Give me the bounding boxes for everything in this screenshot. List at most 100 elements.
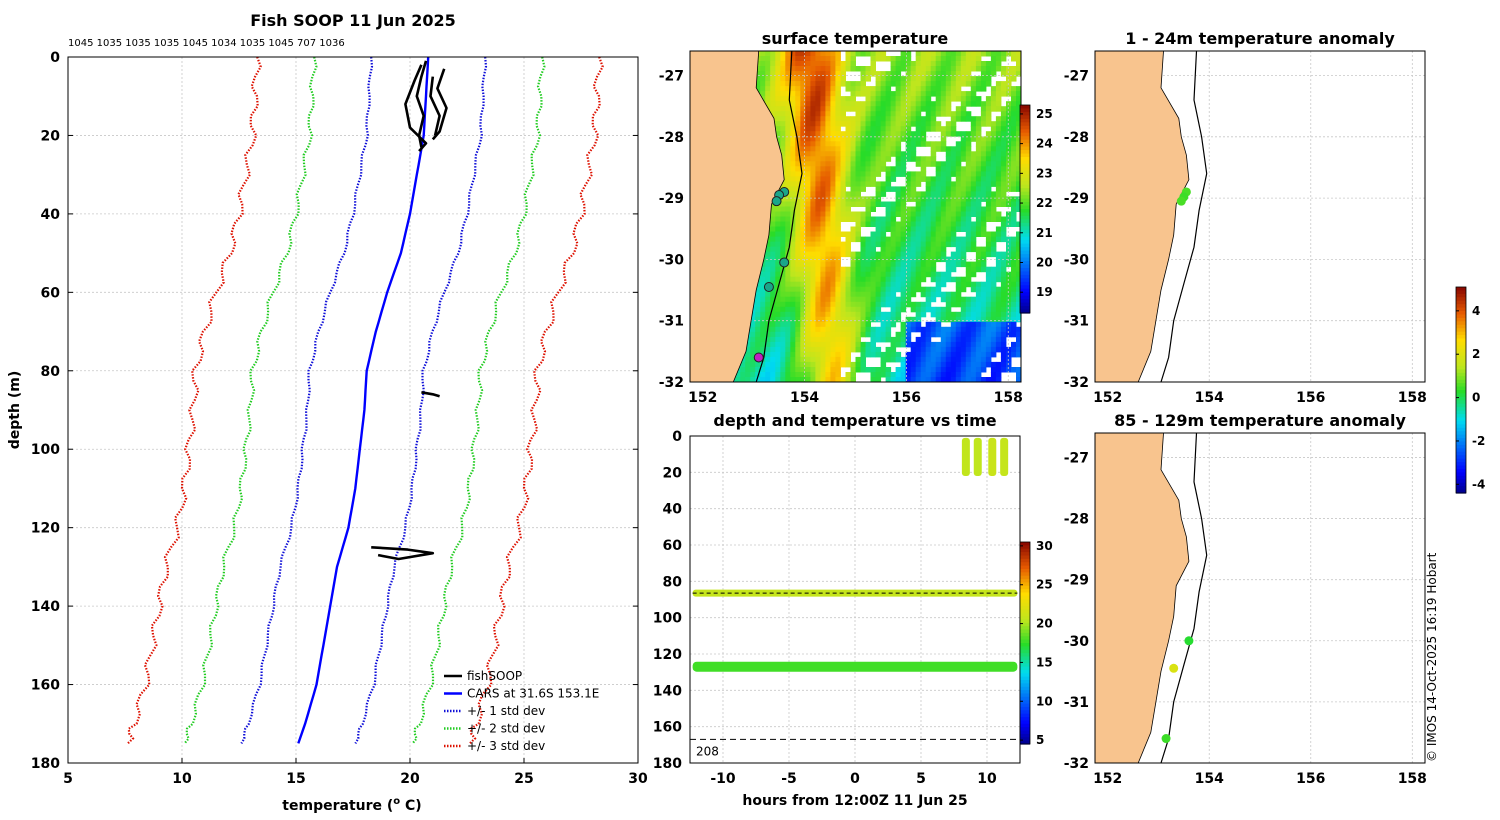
sst-cell bbox=[915, 326, 922, 333]
sst-cell bbox=[805, 86, 811, 92]
sst-cell bbox=[920, 206, 927, 212]
sst-cell bbox=[940, 231, 947, 237]
sst-cell bbox=[950, 221, 957, 227]
sst-cell bbox=[935, 106, 942, 112]
sst-cell bbox=[835, 121, 841, 127]
sst-cell bbox=[785, 246, 791, 253]
sst-cell bbox=[810, 111, 816, 117]
sst-cell bbox=[900, 367, 907, 373]
sst-cell bbox=[850, 301, 856, 308]
sst-cell bbox=[960, 56, 967, 62]
sst-cell bbox=[875, 266, 882, 273]
sst-cell bbox=[850, 331, 856, 338]
sst-cell bbox=[890, 56, 897, 62]
sst-cell bbox=[780, 71, 786, 77]
sst-cell bbox=[890, 106, 897, 112]
sst-cell bbox=[745, 346, 751, 353]
sst-cell bbox=[940, 206, 947, 212]
sst-cell bbox=[860, 321, 866, 328]
sst-cell bbox=[795, 156, 801, 162]
sst-cell bbox=[970, 186, 977, 192]
sst-cell bbox=[805, 316, 811, 323]
anomaly-colorbar-tick-label: 0 bbox=[1472, 391, 1480, 405]
anomaly-colorbar-segment bbox=[1456, 321, 1466, 326]
sst-cell bbox=[930, 296, 937, 303]
sst-cell bbox=[960, 286, 967, 293]
sst-cell bbox=[900, 231, 907, 237]
sst-cell bbox=[965, 151, 972, 157]
anomaly-map-deep: 85 - 129m temperature anomaly 152 154 156 1… bbox=[1064, 411, 1427, 787]
sst-cell bbox=[875, 196, 882, 202]
sst-colorbar-segment bbox=[1020, 181, 1030, 186]
sst-cell bbox=[955, 131, 962, 137]
sst-cell bbox=[870, 231, 876, 237]
sst-cell bbox=[1016, 236, 1022, 243]
sst-cell bbox=[995, 251, 1002, 258]
sst-cell bbox=[865, 276, 871, 283]
depth-band-127m bbox=[692, 661, 1018, 672]
profile-title: Fish SOOP 11 Jun 2025 bbox=[250, 11, 456, 30]
sst-cell bbox=[830, 372, 836, 378]
sst-cell bbox=[880, 86, 887, 92]
sst-cell bbox=[915, 111, 922, 117]
sst-cell bbox=[960, 261, 967, 268]
sst-cell bbox=[855, 161, 861, 167]
sst-cell bbox=[955, 361, 962, 368]
sst-cell bbox=[765, 276, 771, 283]
sst-cell bbox=[1006, 131, 1012, 137]
sst-cell bbox=[945, 61, 952, 67]
sst-cell bbox=[905, 226, 912, 232]
sst-cell bbox=[770, 326, 776, 333]
sst-cell bbox=[740, 367, 746, 373]
sst-cell bbox=[820, 171, 826, 177]
sst-cell bbox=[850, 256, 856, 263]
sst-cell bbox=[925, 156, 932, 162]
sst-cell bbox=[980, 226, 987, 232]
fishsoop-cast bbox=[371, 546, 435, 561]
sst-cell bbox=[750, 336, 756, 343]
sst-cell bbox=[845, 216, 851, 222]
anomaly-colorbar-segment bbox=[1456, 482, 1466, 487]
sst-cell bbox=[970, 176, 977, 182]
sst-cell bbox=[860, 126, 866, 132]
sst-cell bbox=[775, 367, 781, 373]
temp-colorbar-segment bbox=[1020, 626, 1030, 631]
sst-cell bbox=[800, 216, 806, 222]
sst-cell bbox=[880, 336, 887, 343]
sst-cell bbox=[985, 196, 992, 202]
imos-footer: © IMOS 14-Oct-2025 16:19 Hobart bbox=[1425, 552, 1439, 762]
sst-cell bbox=[815, 221, 821, 227]
sst-cell bbox=[785, 196, 791, 202]
sst-cell bbox=[865, 76, 871, 82]
sst-cell bbox=[970, 226, 977, 232]
sst-cell bbox=[775, 311, 781, 318]
sst-cell bbox=[945, 91, 952, 97]
sst-cell bbox=[900, 211, 907, 217]
sst-cell bbox=[890, 166, 897, 172]
anomaly-deep-title: 85 - 129m temperature anomaly bbox=[1114, 411, 1406, 430]
sst-cell bbox=[995, 271, 1002, 278]
sst-cell bbox=[985, 336, 992, 343]
sst-cell bbox=[935, 181, 942, 187]
sst-cell bbox=[975, 121, 982, 127]
sst-cell bbox=[770, 331, 776, 338]
sst-cell bbox=[925, 56, 932, 62]
sst-cell bbox=[925, 372, 932, 378]
sst-cell bbox=[900, 121, 907, 127]
sst-cell bbox=[815, 361, 821, 368]
sst-cell bbox=[850, 66, 856, 72]
sst-cell bbox=[885, 346, 892, 353]
sst-cell bbox=[1016, 301, 1022, 308]
sst-cell bbox=[830, 341, 836, 348]
sst-cell bbox=[825, 151, 831, 157]
sst-cell bbox=[875, 81, 882, 87]
sst-cell bbox=[960, 106, 967, 112]
sst-cell bbox=[805, 126, 811, 132]
sst-cell bbox=[1006, 246, 1012, 253]
sst-cell bbox=[795, 241, 801, 248]
sst-cell bbox=[915, 231, 922, 237]
sst-cell bbox=[870, 151, 876, 157]
sst-cell bbox=[965, 186, 972, 192]
sst-cell bbox=[830, 131, 836, 137]
sst-cell bbox=[995, 321, 1002, 328]
